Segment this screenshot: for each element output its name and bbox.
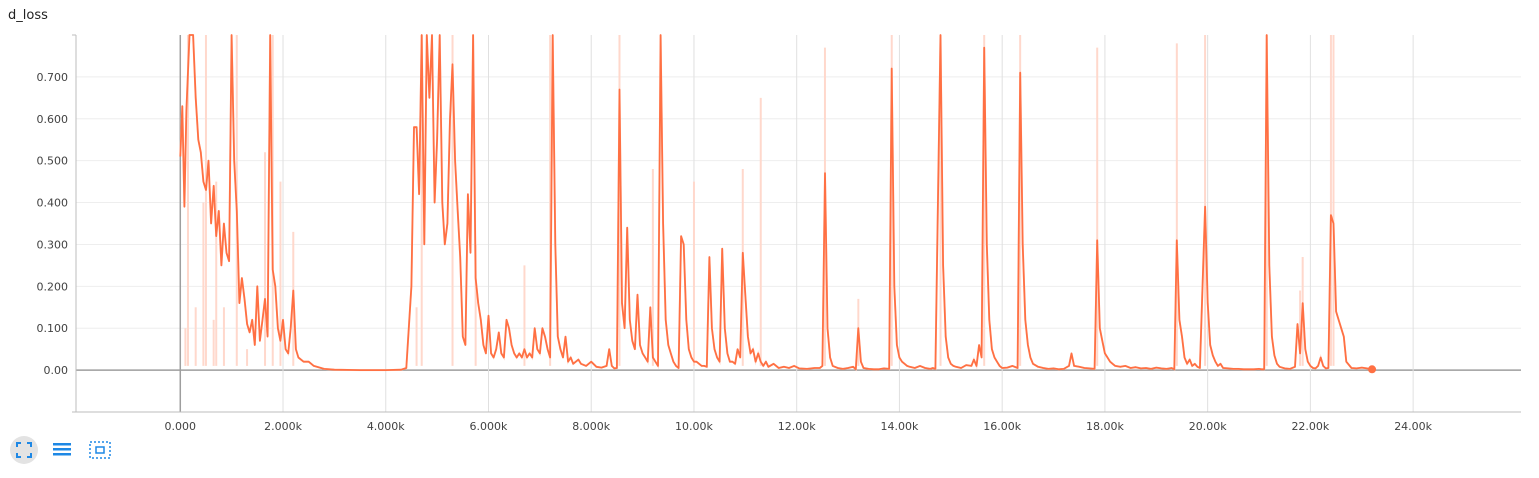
x-tick-label: 22.00k <box>1291 420 1329 430</box>
list-lines-icon <box>53 443 71 456</box>
smoothed-series <box>179 34 1377 374</box>
chart-title: d_loss <box>8 8 48 23</box>
tick-labels: 0.00 0.100 0.200 0.300 0.400 0.500 0.600 0.700 0… <box>37 71 1433 430</box>
x-tick-label: 8.000k <box>572 420 610 430</box>
y-tick-label: 0.500 <box>37 155 69 168</box>
fit-domain-icon <box>89 441 111 459</box>
x-tick-label: 16.00k <box>983 420 1021 430</box>
x-tick-label: 20.00k <box>1189 420 1227 430</box>
y-tick-label: 0.400 <box>37 197 69 210</box>
x-tick-label: 18.00k <box>1086 420 1124 430</box>
toggle-y-axis-log-button[interactable] <box>48 436 76 464</box>
y-tick-label: 0.300 <box>37 238 69 251</box>
y-tick-label: 0.200 <box>37 280 69 293</box>
y-tick-label: 0.600 <box>37 113 69 126</box>
chart-axes <box>72 34 1521 413</box>
last-point-marker <box>1368 365 1377 374</box>
fit-domain-button[interactable] <box>86 436 114 464</box>
x-tick-label: 14.00k <box>881 420 919 430</box>
expand-icon <box>16 442 32 458</box>
x-tick-label: 4.000k <box>367 420 405 430</box>
x-tick-label: 0.000 <box>165 420 197 430</box>
y-tick-label: 0.100 <box>37 322 69 335</box>
series-line <box>179 34 1373 371</box>
chart-grid <box>76 35 1521 412</box>
x-tick-label: 10.00k <box>675 420 713 430</box>
y-tick-label: 0.00 <box>44 364 69 377</box>
d-loss-chart: 0.00 0.100 0.200 0.300 0.400 0.500 0.600 0.700 0… <box>37 34 1521 430</box>
expand-button[interactable] <box>10 436 38 464</box>
x-tick-label: 2.000k <box>264 420 302 430</box>
x-tick-label: 12.00k <box>778 420 816 430</box>
x-tick-label: 24.00k <box>1394 420 1432 430</box>
chart-toolbar <box>10 436 114 464</box>
x-tick-label: 6.000k <box>470 420 508 430</box>
y-tick-label: 0.700 <box>37 71 69 84</box>
